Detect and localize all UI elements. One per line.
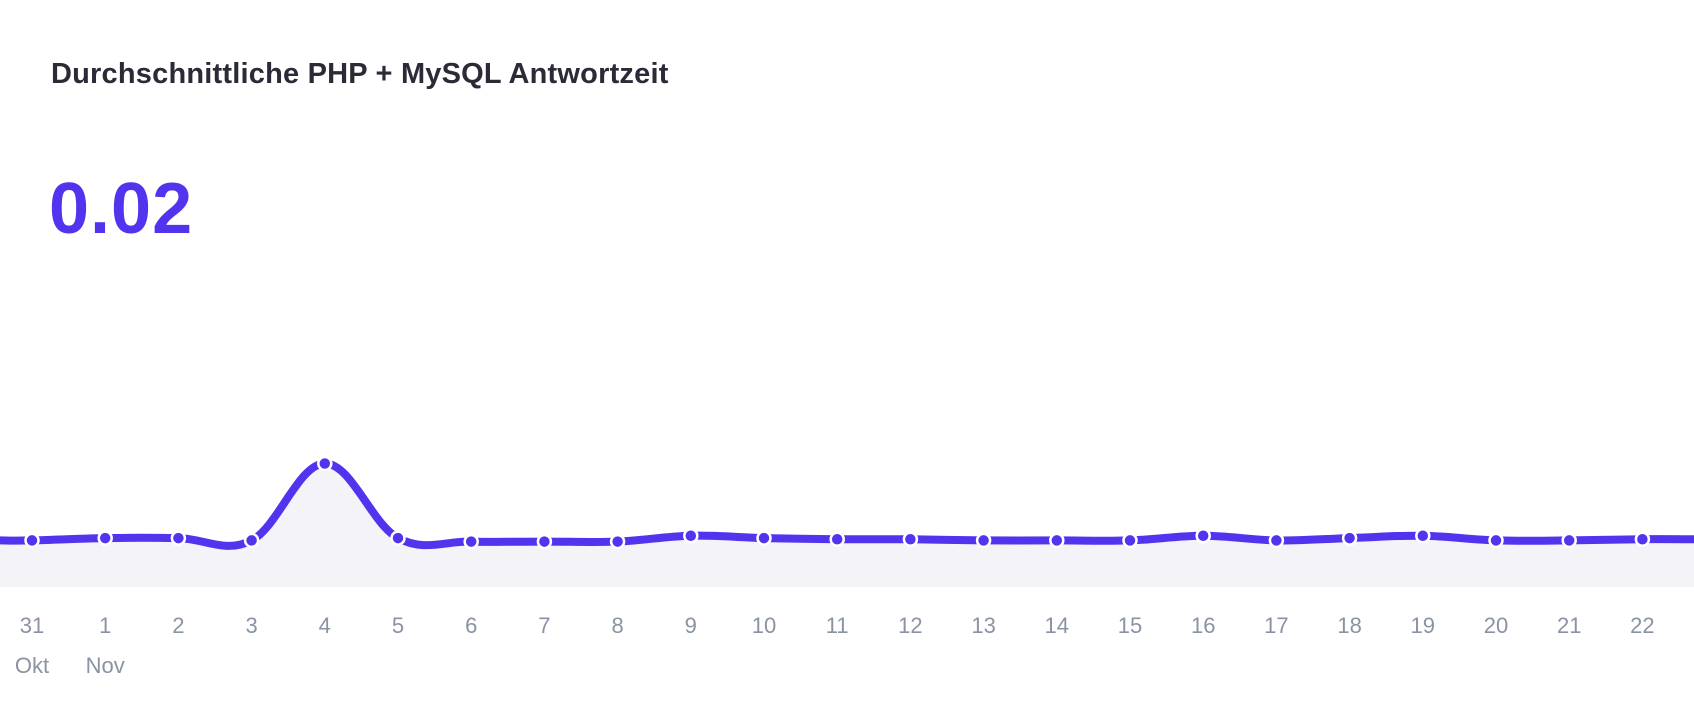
x-tick-label: 4 bbox=[319, 613, 331, 638]
data-point[interactable] bbox=[829, 531, 845, 547]
x-tick-label: 17 bbox=[1264, 613, 1288, 638]
x-tick-label: 7 bbox=[538, 613, 550, 638]
x-tick-label: 19 bbox=[1411, 613, 1435, 638]
data-point[interactable] bbox=[1561, 532, 1577, 549]
data-point[interactable] bbox=[683, 527, 699, 544]
x-tick-label: 11 bbox=[826, 613, 849, 638]
data-point[interactable] bbox=[902, 531, 919, 547]
x-tick-label: 2 bbox=[172, 613, 184, 638]
data-point[interactable] bbox=[1268, 532, 1285, 549]
data-point[interactable] bbox=[1122, 532, 1138, 549]
data-point[interactable] bbox=[1634, 531, 1651, 547]
x-tick-label: 6 bbox=[465, 613, 477, 638]
chart-title: Durchschnittliche PHP + MySQL Antwortzei… bbox=[51, 58, 669, 90]
data-point[interactable] bbox=[317, 455, 333, 472]
data-point[interactable] bbox=[1341, 530, 1358, 546]
average-value: 0.02 bbox=[49, 169, 194, 249]
data-point[interactable] bbox=[609, 533, 626, 550]
x-tick-label: 31 bbox=[20, 613, 44, 638]
data-point[interactable] bbox=[1195, 527, 1211, 544]
month-label: Nov bbox=[86, 653, 125, 678]
data-point[interactable] bbox=[24, 532, 40, 549]
x-tick-label: 9 bbox=[685, 613, 697, 638]
area-fill bbox=[0, 463, 1694, 587]
data-point[interactable] bbox=[756, 530, 772, 546]
x-tick-label: 18 bbox=[1337, 613, 1361, 638]
data-point[interactable] bbox=[975, 532, 992, 549]
x-tick-label: 20 bbox=[1484, 613, 1508, 638]
data-point[interactable] bbox=[170, 530, 187, 546]
data-point[interactable] bbox=[390, 530, 406, 546]
data-point[interactable] bbox=[1049, 532, 1065, 549]
data-point[interactable] bbox=[1415, 527, 1431, 544]
x-tick-label: 3 bbox=[245, 613, 257, 638]
x-tick-label: 5 bbox=[392, 613, 404, 638]
x-tick-label: 22 bbox=[1630, 613, 1654, 638]
x-tick-label: 21 bbox=[1557, 613, 1581, 638]
x-tick-label: 13 bbox=[971, 613, 995, 638]
x-tick-label: 1 bbox=[99, 613, 111, 638]
data-point[interactable] bbox=[97, 530, 113, 546]
data-point[interactable] bbox=[536, 533, 553, 550]
x-tick-label: 16 bbox=[1191, 613, 1215, 638]
month-label: Okt bbox=[15, 653, 49, 678]
x-tick-label: 15 bbox=[1118, 613, 1142, 638]
data-point[interactable] bbox=[1488, 532, 1504, 549]
data-point[interactable] bbox=[463, 533, 479, 550]
x-tick-label: 14 bbox=[1045, 613, 1069, 638]
x-tick-label: 12 bbox=[898, 613, 922, 638]
data-point[interactable] bbox=[243, 532, 260, 549]
x-tick-label: 10 bbox=[752, 613, 776, 638]
x-tick-label: 8 bbox=[611, 613, 623, 638]
